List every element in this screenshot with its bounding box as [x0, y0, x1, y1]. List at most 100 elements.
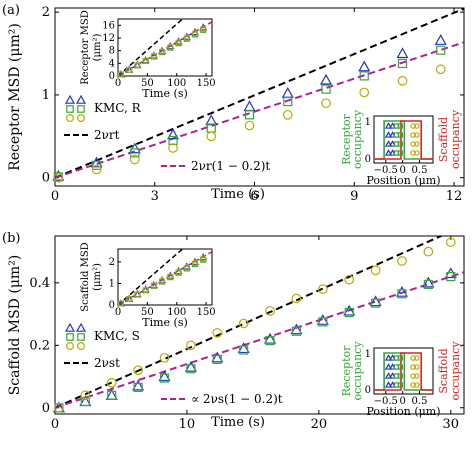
triangle-marker	[264, 332, 277, 344]
inset-y-axis-unit: (μm²)	[92, 34, 103, 62]
circle-marker	[244, 120, 255, 131]
square-marker	[168, 135, 178, 146]
inset-occupancy-frame	[373, 115, 434, 164]
occupancy-y-tick-label: 0	[365, 154, 371, 165]
triangle-marker	[384, 363, 393, 370]
x-axis-label: Time (s)	[211, 187, 265, 202]
receptor-occupancy-label: Receptor	[340, 345, 353, 397]
circle-marker	[410, 373, 416, 379]
triangle-marker	[358, 60, 371, 72]
circle-marker	[150, 52, 157, 60]
triangle-marker	[158, 46, 167, 54]
square-marker	[159, 373, 170, 383]
inset-occupancy-frame	[373, 347, 434, 395]
triangle-marker	[388, 381, 397, 388]
inset-y-tick-label: 12	[102, 33, 115, 44]
circle-marker	[410, 382, 416, 388]
y-tick-label: 2	[42, 5, 50, 20]
square-marker	[66, 333, 74, 341]
circle-marker	[158, 48, 166, 55]
triangle-marker	[384, 381, 393, 388]
circle-marker	[186, 340, 196, 351]
legend-kmc-label: KMC, S	[94, 329, 140, 343]
scaffold-occupancy-curve	[374, 120, 433, 160]
inset-x-axis-label: Time (s)	[142, 316, 188, 329]
x-tick-label: 30	[443, 417, 460, 432]
triangle-marker	[384, 354, 393, 361]
square-marker	[436, 45, 446, 55]
triangle-marker	[167, 128, 180, 140]
y-tick-label: 0.4	[29, 276, 50, 291]
y-axis-label: Receptor MSD (μm²)	[7, 23, 23, 171]
circle-marker	[191, 29, 199, 37]
legend-line2-label: 2νr(1 − 0.2)t	[191, 159, 270, 173]
panel-label: (b)	[2, 231, 20, 246]
circle-marker	[212, 327, 223, 338]
inset-y-tick-label: 16	[102, 20, 115, 31]
square-marker	[397, 355, 403, 361]
occupancy-x-tick-label: 0	[399, 396, 405, 407]
square-marker	[265, 336, 275, 346]
circle-marker	[126, 295, 133, 303]
inset-black-line	[118, 249, 184, 305]
square-marker	[80, 396, 90, 407]
triangle-marker	[388, 363, 397, 370]
square-marker	[397, 132, 403, 138]
square-marker	[397, 373, 403, 379]
circle-marker	[206, 131, 217, 142]
occupancy-x-axis-label: Position (μm)	[366, 405, 440, 418]
inset-x-tick-label: 50	[141, 78, 154, 89]
square-marker	[371, 298, 381, 308]
occupancy-y-tick-label: 0	[365, 385, 371, 396]
circle-marker	[445, 237, 456, 248]
square-marker	[321, 84, 331, 94]
circle-marker	[359, 87, 370, 98]
circle-marker	[200, 255, 207, 262]
circle-marker	[317, 284, 328, 294]
panel-label: (a)	[2, 3, 20, 18]
occupancy-x-tick-label: −0.5	[374, 165, 398, 176]
triangle-marker	[388, 372, 397, 379]
theory-line	[55, 41, 464, 179]
triangle-marker	[369, 295, 382, 307]
circle-marker	[414, 355, 420, 361]
square-marker	[318, 317, 328, 327]
x-tick-label: 9	[350, 189, 358, 204]
legend-line2-label: ∝ 2νs(1 − 0.2)t	[191, 392, 283, 406]
inset-black-line	[118, 19, 184, 76]
inset-y-axis-unit: (μm²)	[92, 263, 103, 291]
triangle-marker	[237, 342, 250, 354]
triangle-marker	[128, 142, 141, 154]
triangle-marker	[75, 322, 87, 332]
circle-marker	[265, 306, 275, 316]
circle-marker	[410, 150, 416, 156]
square-marker	[291, 326, 302, 336]
circle-marker	[410, 132, 416, 138]
theory-line	[55, 271, 464, 409]
occupancy-x-axis-label: Position (μm)	[366, 174, 440, 187]
inset-y-tick-label: 0	[109, 71, 115, 82]
circle-marker	[117, 300, 125, 307]
circle-marker	[414, 141, 420, 147]
circle-marker	[175, 268, 182, 275]
circle-marker	[191, 259, 199, 266]
circle-marker	[410, 123, 416, 129]
receptor-occupancy-label: Receptor	[340, 113, 353, 165]
triangle-marker	[395, 285, 409, 297]
circle-marker	[175, 39, 182, 46]
circle-marker	[200, 25, 207, 32]
x-tick-label: 6	[250, 189, 258, 204]
circle-marker	[414, 150, 420, 156]
circle-marker	[344, 274, 355, 285]
square-marker	[344, 307, 354, 318]
inset-y-axis-label: Receptor MSD	[80, 10, 91, 84]
y-tick-label: 0	[42, 401, 50, 416]
square-marker	[91, 160, 102, 170]
triangle-marker	[132, 379, 145, 391]
triangle-marker	[384, 149, 393, 156]
x-tick-label: 20	[311, 417, 328, 432]
circle-marker	[106, 377, 117, 388]
square-marker	[397, 364, 403, 370]
